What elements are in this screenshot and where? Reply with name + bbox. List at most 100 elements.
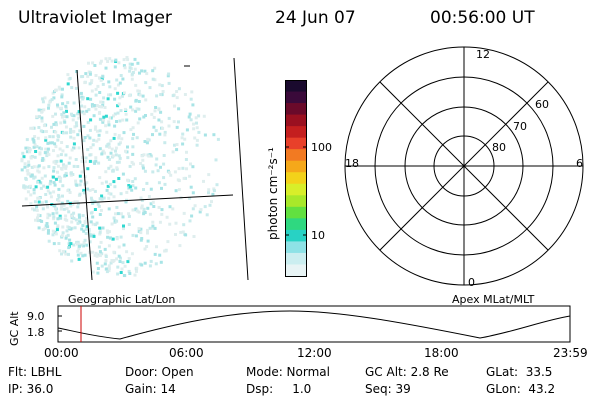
speckle-dot [195,121,198,125]
speckle-dot [113,87,117,91]
speckle-dot [134,109,138,113]
speckle-dot [117,61,121,65]
speckle-dot [37,226,41,230]
speckle-dot [104,255,108,258]
speckle-dot [136,89,140,93]
speckle-dot [154,163,158,167]
speckle-dot [49,179,53,183]
speckle-dot [177,107,181,111]
speckle-dot [148,264,152,268]
speckle-dot [91,270,95,274]
speckle-dot [143,211,147,214]
speckle-dot [54,88,57,92]
speckle-dot [89,146,93,150]
speckle-dot [91,61,95,65]
speckle-dot [98,254,102,258]
speckle-dot [36,136,40,140]
speckle-dot [63,115,67,118]
speckle-dot [193,136,197,140]
speckle-dot [98,232,102,236]
speckle-dot [188,196,192,200]
speckle-dot [58,249,62,253]
status-gc-alt: GC Alt: 2.8 Re [365,365,449,379]
speckle-dot [111,154,115,158]
speckle-dot [102,115,106,119]
speckle-dot [103,262,107,266]
speckle-dot [64,236,68,240]
speckle-dot [129,128,133,132]
speckle-dot [131,126,135,130]
speckle-dot [115,257,119,261]
speckle-dot [46,147,50,151]
speckle-dot [89,97,93,101]
speckle-dot [95,254,99,258]
speckle-dot [28,148,32,152]
speckle-dot [44,200,48,204]
speckle-dot [121,77,125,81]
colorbar-swatch [285,218,307,231]
speckle-dot [32,188,36,192]
speckle-dot [131,180,135,183]
speckle-dot [162,154,166,157]
speckle-dot [171,150,175,154]
speckle-dot [119,192,123,196]
speckle-dot [208,203,212,207]
speckle-dot [94,251,98,255]
speckle-dot [210,200,213,204]
speckle-dot [98,110,102,114]
speckle-dot [131,208,135,212]
altitude-curve [57,310,571,340]
speckle-dot [76,205,80,209]
colorbar-swatch [285,241,307,254]
speckle-dot [93,64,97,67]
speckle-dot [47,229,50,233]
speckle-dot [55,159,59,163]
speckle-dot [189,97,193,101]
speckle-dot [122,243,126,247]
speckle-dot [144,81,148,85]
speckle-dot [165,215,169,219]
speckle-dot [127,94,131,98]
colorbar-swatch [285,126,307,139]
speckle-dot [74,218,78,222]
speckle-dot [52,149,55,153]
speckle-dot [91,188,95,191]
status-glon: GLon: 43.2 [486,382,556,396]
speckle-dot [97,161,101,165]
speckle-dot [67,242,71,246]
speckle-dot [68,76,72,80]
speckle-dot [35,208,39,212]
speckle-dot [40,176,44,180]
colorbar-tick-10: 10 [311,229,325,242]
speckle-dot [134,234,138,238]
speckle-dot [207,173,211,177]
speckle-dot [36,213,40,217]
speckle-dot [56,170,59,174]
speckle-dot [52,204,56,208]
speckle-dot [59,216,63,220]
speckle-dot [115,78,119,82]
speckle-dot [57,195,61,199]
speckle-dot [101,149,105,153]
speckle-dot [95,261,99,265]
speckle-dot [37,200,41,204]
speckle-dot [46,189,50,193]
speckle-dot [128,66,132,70]
speckle-dot [59,159,63,163]
speckle-dot [67,210,71,214]
speckle-dot [73,226,77,230]
speckle-dot [52,169,56,173]
altitude-xtick-2: 12:00 [297,346,332,360]
speckle-dot [140,206,144,210]
speckle-dot [124,200,128,204]
speckle-dot [72,211,76,215]
speckle-dot [140,198,144,202]
speckle-dot [101,82,105,86]
speckle-dot [115,219,119,223]
speckle-dot [175,125,179,129]
speckle-dot [158,253,162,257]
speckle-dot [135,269,138,273]
speckle-dot [48,141,52,145]
speckle-dot [53,159,57,163]
